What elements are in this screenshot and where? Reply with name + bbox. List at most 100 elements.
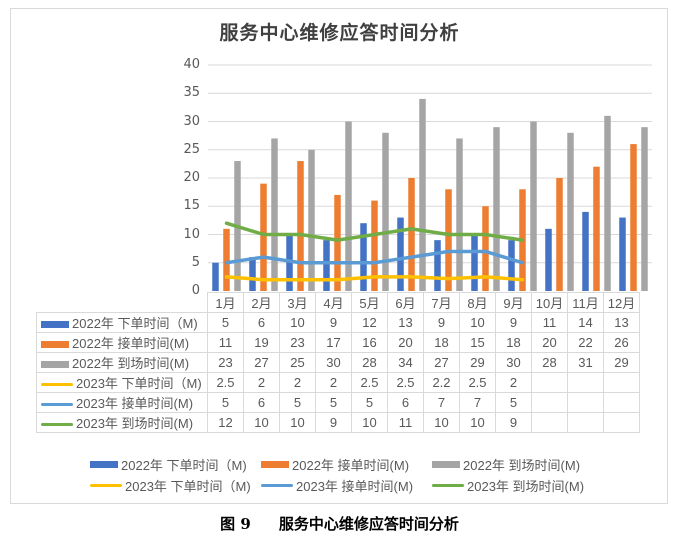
- bar-swatch-icon: [41, 361, 69, 369]
- bar: [371, 200, 378, 291]
- table-cell: 16: [351, 332, 388, 353]
- bar: [408, 178, 415, 291]
- table-column-header: 9月: [495, 292, 532, 313]
- legend-item: 2022年 下单时间（M): [90, 455, 253, 474]
- table-cell: 20: [531, 332, 568, 353]
- table-row: 2022年 下单时间（M) 5 6 10 9 12 13 9 10 9 11 14 13: [36, 312, 640, 333]
- line-swatch-icon: [41, 423, 73, 427]
- table-cell: 25: [279, 352, 316, 373]
- bar: [556, 178, 563, 291]
- table-cell: 2: [243, 372, 280, 393]
- table-cell: 9: [495, 312, 532, 333]
- y-tick-label: 25: [183, 141, 200, 157]
- table-cell: [567, 372, 604, 393]
- table-column-header: 12月: [603, 292, 640, 313]
- table-cell: 6: [243, 312, 280, 333]
- bar: [630, 144, 637, 291]
- bar: [593, 166, 600, 291]
- legend-row: 2023年 下单时间（M) 2023年 接单时间(M) 2023年 到场时间(M): [90, 475, 610, 496]
- line-swatch-icon: [432, 484, 464, 487]
- table-cell: 10: [243, 412, 280, 433]
- table-cell: 26: [603, 332, 640, 353]
- table-column-header: 10月: [531, 292, 568, 313]
- table-cell: 2: [315, 372, 352, 393]
- table-cell: 29: [603, 352, 640, 373]
- table-cell: 2: [279, 372, 316, 393]
- table-cell: 9: [423, 312, 460, 333]
- table-cell: 18: [423, 332, 460, 353]
- table-column-header: 1月: [207, 292, 244, 313]
- table-cell: 5: [207, 392, 244, 413]
- table-cell: 5: [495, 392, 532, 413]
- bar-swatch-icon: [41, 341, 69, 349]
- table-cell: 23: [279, 332, 316, 353]
- table-cell: 2.5: [387, 372, 424, 393]
- table-cell: [567, 412, 604, 433]
- bar: [604, 115, 611, 291]
- y-tick-label: 40: [183, 57, 200, 72]
- table-cell: 10: [459, 412, 496, 433]
- table-cell: [531, 392, 568, 413]
- series-label: 2022年 到场时间(M): [36, 352, 208, 373]
- table-cell: 14: [567, 312, 604, 333]
- bar: [419, 98, 426, 292]
- line-swatch-icon: [90, 484, 122, 487]
- table-row: 2023年 接单时间(M) 5 6 5 5 5 6 7 7 5: [36, 392, 640, 413]
- legend-item: 2023年 接单时间(M): [261, 476, 424, 495]
- table-cell: [531, 412, 568, 433]
- bar: [530, 121, 537, 291]
- table-cell: 12: [207, 412, 244, 433]
- table-cell: 34: [387, 352, 424, 373]
- table-cell: 5: [207, 312, 244, 333]
- bar: [582, 211, 589, 291]
- legend-item: 2023年 下单时间（M): [90, 476, 253, 495]
- table-column-header: 5月: [351, 292, 388, 313]
- table-row: 2022年 接单时间(M) 11 19 23 17 16 20 18 15 18 20 22 26: [36, 332, 640, 353]
- table-cell: 22: [567, 332, 604, 353]
- bar-swatch-icon: [90, 461, 118, 468]
- table-corner: [36, 292, 208, 313]
- bar: [223, 228, 230, 291]
- bar: [567, 132, 574, 291]
- table-cell: [603, 412, 640, 433]
- bar: [212, 262, 219, 291]
- table-row: 2023年 下单时间（M) 2.5 2 2 2 2.5 2.5 2.2 2.5 2: [36, 372, 640, 393]
- table-cell: 10: [423, 412, 460, 433]
- table-cell: 20: [387, 332, 424, 353]
- table-cell: 7: [459, 392, 496, 413]
- bar: [297, 161, 304, 291]
- table-cell: 30: [315, 352, 352, 373]
- table-cell: 23: [207, 352, 244, 373]
- series-label: 2022年 下单时间（M): [36, 312, 208, 333]
- bar: [445, 189, 452, 291]
- y-tick-label: 30: [183, 113, 200, 129]
- table-cell: 5: [351, 392, 388, 413]
- table-cell: 2.2: [423, 372, 460, 393]
- figure-caption-text: 服务中心维修应答时间分析: [278, 515, 459, 533]
- table-cell: 28: [531, 352, 568, 373]
- table-cell: 2.5: [351, 372, 388, 393]
- table-cell: [531, 372, 568, 393]
- bar: [508, 240, 515, 291]
- bar: [397, 217, 404, 291]
- table-column-header: 11月: [567, 292, 604, 313]
- series-label: 2023年 接单时间(M): [36, 392, 208, 413]
- table-cell: 27: [423, 352, 460, 373]
- legend-item: 2022年 到场时间(M): [432, 455, 580, 474]
- figure-caption: 图 9 服务中心维修应答时间分析: [0, 513, 679, 534]
- chart-title: 服务中心维修应答时间分析: [219, 22, 460, 44]
- table-column-header: 2月: [243, 292, 280, 313]
- bar: [456, 138, 463, 291]
- bar: [545, 228, 552, 291]
- bar: [260, 183, 267, 291]
- bar: [334, 194, 341, 291]
- legend: 2022年 下单时间（M) 2022年 接单时间(M) 2022年 到场时间(M) …: [90, 454, 610, 496]
- table-cell: 10: [351, 412, 388, 433]
- table-cell: 19: [243, 332, 280, 353]
- bar-swatch-icon: [41, 321, 69, 329]
- bar-swatch-icon: [432, 461, 460, 468]
- table-cell: 29: [459, 352, 496, 373]
- bar: [323, 240, 330, 291]
- y-tick-label: 5: [191, 254, 200, 270]
- table-column-header: 7月: [423, 292, 460, 313]
